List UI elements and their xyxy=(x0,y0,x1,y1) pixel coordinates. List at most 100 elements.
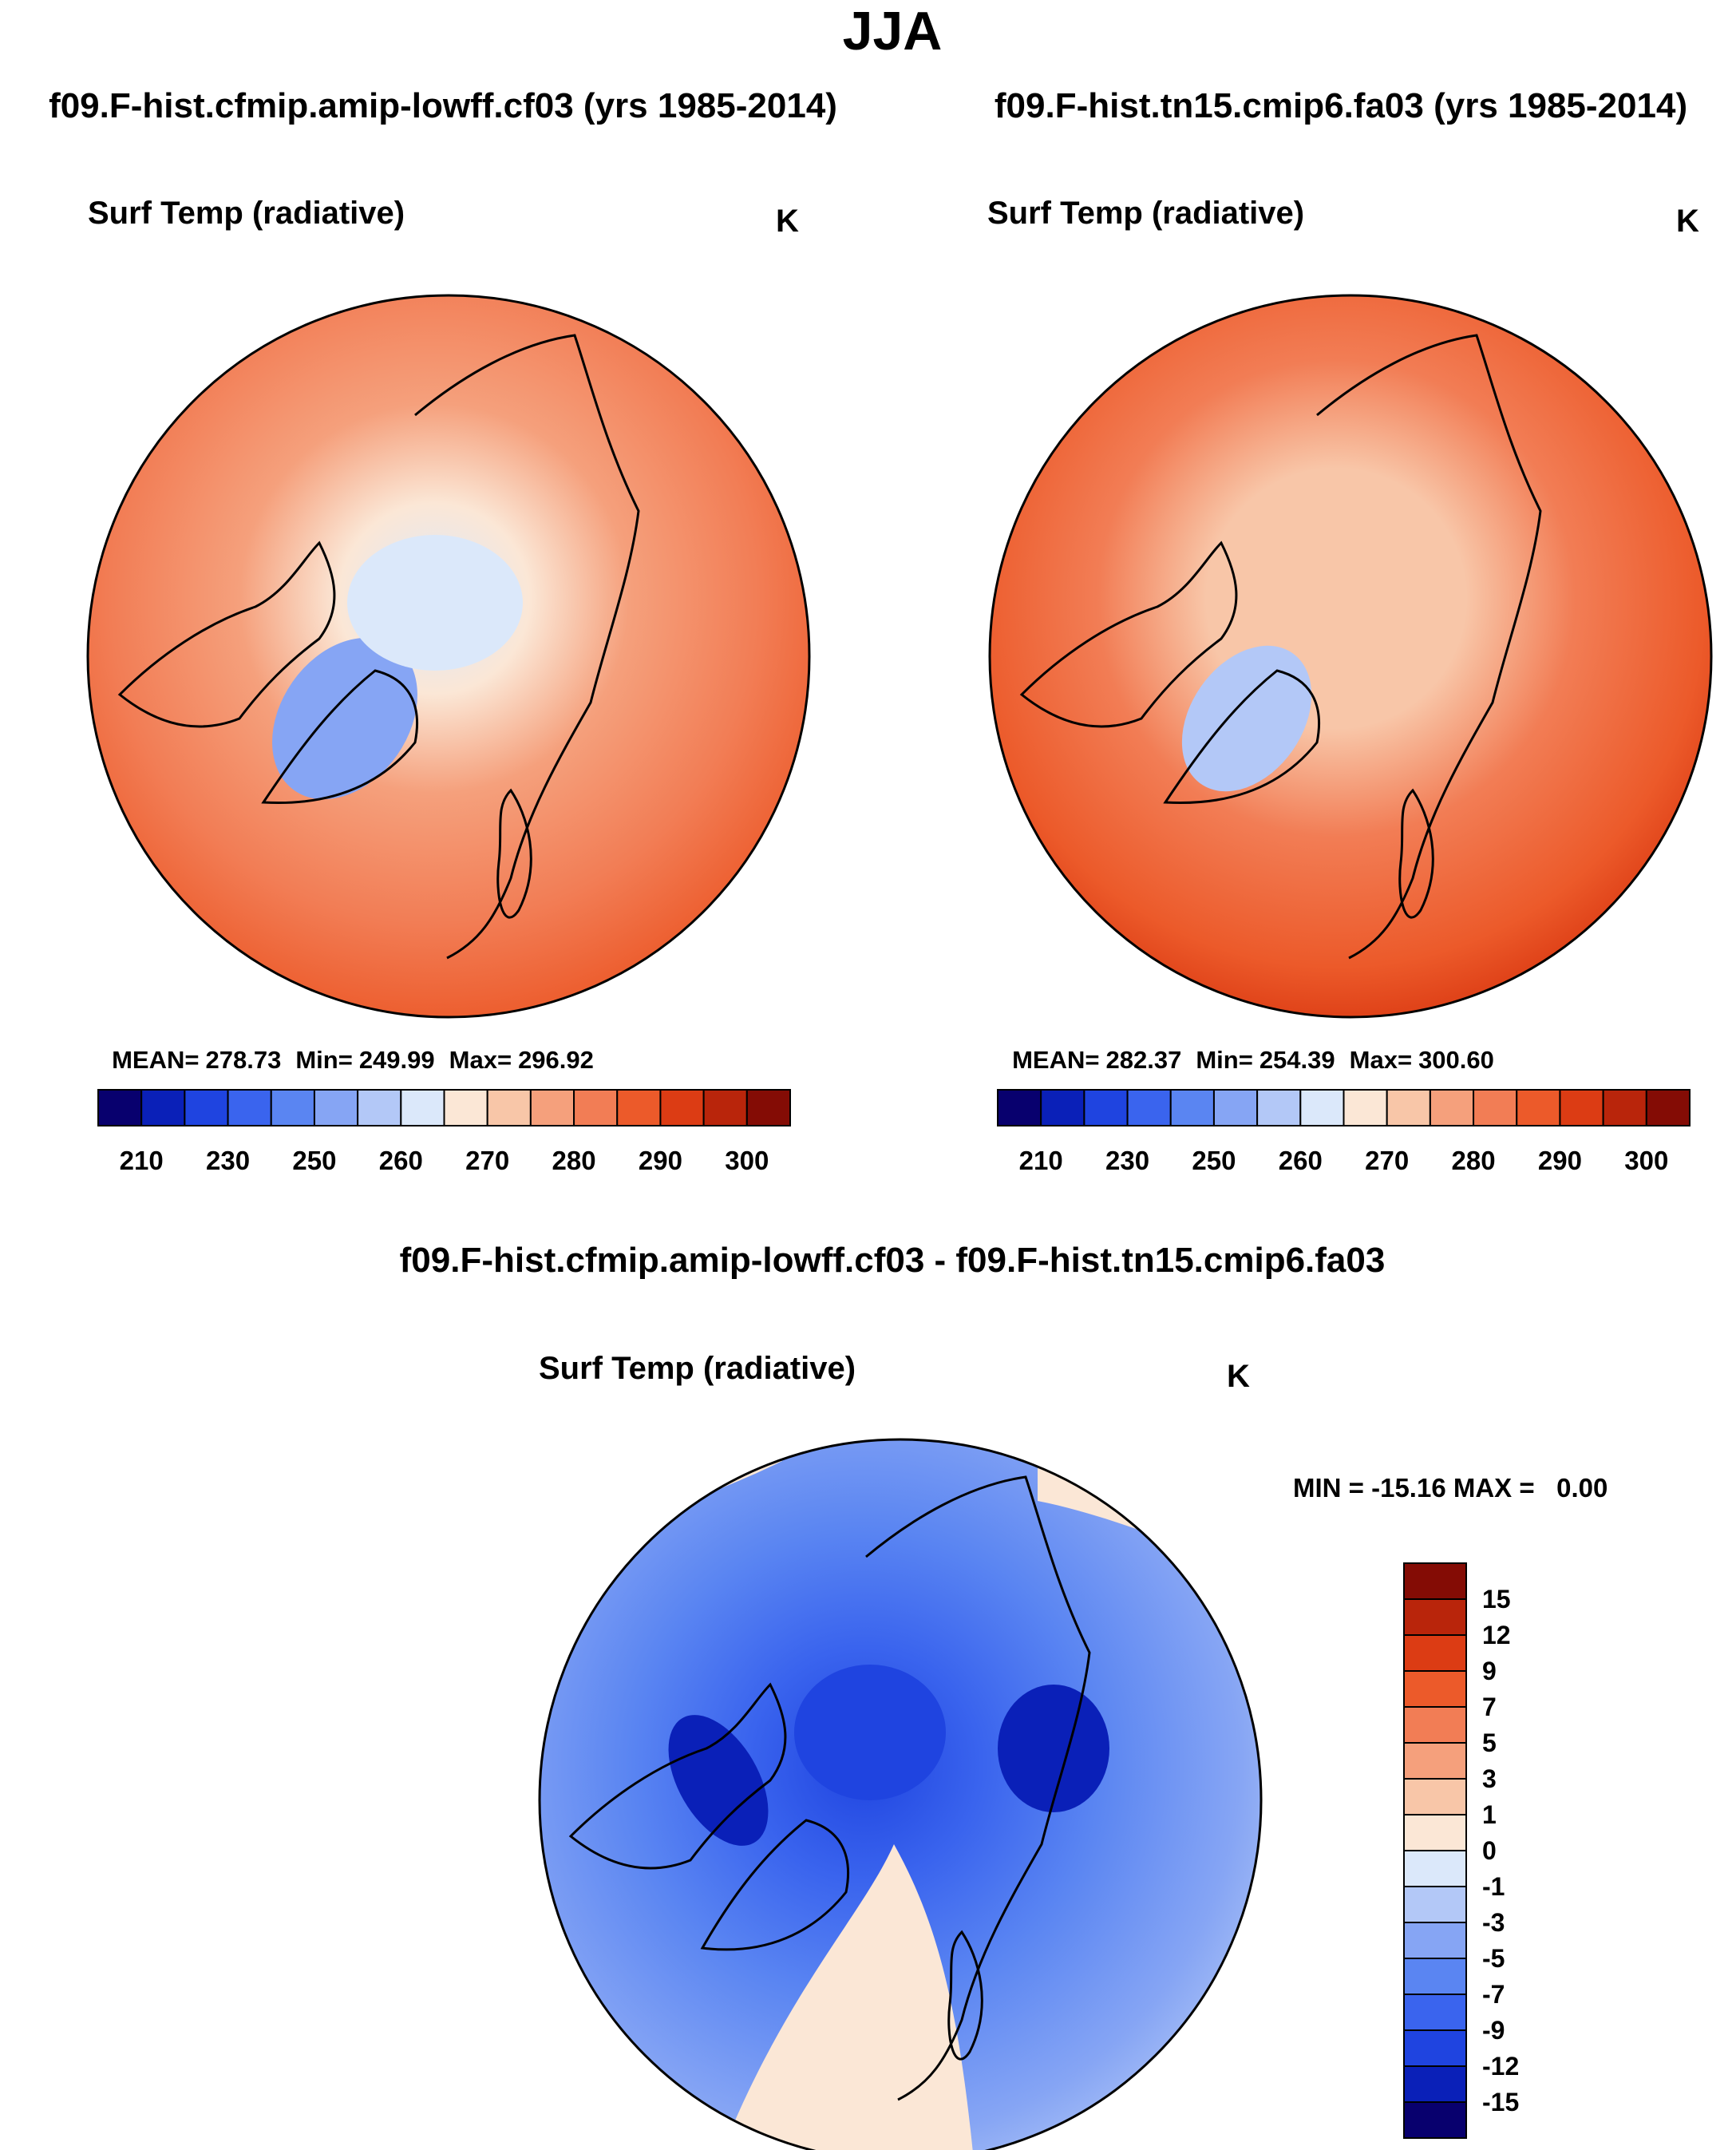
colorbar-tick-label: -5 xyxy=(1482,1944,1505,1973)
colorbar-box xyxy=(573,1089,619,1126)
colorbar-box xyxy=(1645,1089,1691,1126)
colorbar-box xyxy=(443,1089,488,1126)
colorbar-tick-label: 250 xyxy=(1192,1146,1236,1175)
panel-left-coastline-greenland xyxy=(261,669,419,805)
colorbar-box xyxy=(1602,1089,1647,1126)
panel-left-coastline-eurasia xyxy=(414,334,640,960)
colorbar-tick-label: 280 xyxy=(1452,1146,1496,1175)
colorbar-box xyxy=(486,1089,532,1126)
panel-diff: Surf Temp (radiative) K MIN = -15.16 MAX… xyxy=(538,1351,1607,2150)
colorbar-tick-label: 230 xyxy=(206,1146,250,1175)
panel-diff-strong-cooling-arctic xyxy=(794,1665,946,1800)
colorbar-tick-label: 5 xyxy=(1482,1728,1497,1757)
colorbar-box xyxy=(529,1089,575,1126)
colorbar-tick-label: 230 xyxy=(1105,1146,1149,1175)
colorbar-tick-label: 290 xyxy=(639,1146,682,1175)
panel-diff-strong-cooling-siberia xyxy=(998,1685,1109,1812)
panel-right-field xyxy=(990,295,1711,1017)
colorbar-box xyxy=(1403,2029,1467,2067)
colorbar-box xyxy=(1403,2065,1467,2103)
panel-left-greenland-ice xyxy=(272,637,417,800)
colorbar-tick-label: 300 xyxy=(725,1146,769,1175)
panel-left-coastline-scandinavia xyxy=(496,788,532,919)
panel-left-colorbar: 210 230 250 260 270 280 290 300 xyxy=(97,1089,791,1175)
figure-title: JJA xyxy=(843,1,943,61)
colorbar-box xyxy=(313,1089,359,1126)
colorbar-box xyxy=(1403,1670,1467,1708)
colorbar-box xyxy=(1343,1089,1388,1126)
colorbar-tick-label: 290 xyxy=(1538,1146,1582,1175)
panel-right-coastline-canada xyxy=(1019,540,1238,728)
diff-panel-header: f09.F-hist.cfmip.amip-lowff.cf03 - f09.F… xyxy=(400,1241,1386,1280)
colorbar-box xyxy=(357,1089,402,1126)
colorbar-tick-label: 300 xyxy=(1624,1146,1668,1175)
panel-right-stats: MEAN= 282.37 Min= 254.39 Max= 300.60 xyxy=(1012,1046,1494,1074)
panel-left-units: K xyxy=(776,204,799,239)
colorbar-box xyxy=(1403,1598,1467,1636)
colorbar-tick-label: -3 xyxy=(1482,1908,1505,1937)
colorbar-box xyxy=(1403,1562,1467,1600)
panel-right: Surf Temp (radiative) K MEAN= 282.37 Min= 2… xyxy=(987,196,1713,1175)
panel-left-title: Surf Temp (radiative) xyxy=(88,196,405,231)
colorbar-box xyxy=(1083,1089,1129,1126)
left-panel-header: f09.F-hist.cfmip.amip-lowff.cf03 (yrs 19… xyxy=(49,86,837,125)
colorbar-box xyxy=(659,1089,705,1126)
colorbar-box xyxy=(1429,1089,1475,1126)
colorbar-box xyxy=(1403,1922,1467,1959)
panel-diff-coastline-scandinavia xyxy=(947,1930,983,2061)
colorbar-tick-label: 0 xyxy=(1482,1836,1497,1865)
colorbar-tick-label: 210 xyxy=(1019,1146,1063,1175)
colorbar-box xyxy=(1403,1958,1467,1995)
panel-diff-coastline-greenland xyxy=(700,1819,850,1951)
colorbar-tick-label: 9 xyxy=(1482,1657,1497,1685)
colorbar-box xyxy=(702,1089,748,1126)
colorbar-box xyxy=(1040,1089,1085,1126)
colorbar-box xyxy=(1403,1886,1467,1923)
panel-diff-strong-cooling-canada xyxy=(668,1715,769,1846)
colorbar-box xyxy=(616,1089,662,1126)
colorbar-tick-label: 15 xyxy=(1482,1585,1511,1613)
colorbar-box xyxy=(1403,1850,1467,1887)
panel-right-coastline-eurasia xyxy=(1316,334,1542,960)
colorbar-box xyxy=(184,1089,229,1126)
colorbar-box xyxy=(1299,1089,1345,1126)
colorbar-tick-label: 3 xyxy=(1482,1764,1497,1793)
colorbar-box xyxy=(1386,1089,1431,1126)
panel-left-coastline-canada xyxy=(117,540,336,728)
colorbar-tick-label: 210 xyxy=(120,1146,164,1175)
panel-left-arctic-ice xyxy=(347,535,523,671)
panel-left-stats: MEAN= 278.73 Min= 249.99 Max= 296.92 xyxy=(112,1046,594,1074)
colorbar-tick-label: 260 xyxy=(379,1146,423,1175)
colorbar-tick-label: 260 xyxy=(1279,1146,1323,1175)
colorbar-box xyxy=(1169,1089,1215,1126)
panel-left: Surf Temp (radiative) K MEAN= 278.73 Min= 2… xyxy=(86,196,811,1175)
colorbar-box xyxy=(1403,1634,1467,1672)
colorbar-box xyxy=(1403,2101,1467,2139)
panel-diff-units: K xyxy=(1227,1359,1250,1394)
panel-diff-positive-region-atlantic xyxy=(718,1844,974,2150)
panel-right-units: K xyxy=(1676,204,1699,239)
colorbar-box xyxy=(97,1089,143,1126)
colorbar-tick-label: 280 xyxy=(552,1146,596,1175)
colorbar-box xyxy=(227,1089,272,1126)
colorbar-box xyxy=(1256,1089,1302,1126)
colorbar-tick-label: 270 xyxy=(1365,1146,1409,1175)
panel-right-colorbar: 210 230 250 260 270 280 290 300 xyxy=(997,1089,1691,1175)
panel-left-map-border xyxy=(86,294,811,1019)
panel-right-coastline-greenland xyxy=(1163,669,1321,805)
colorbar-box xyxy=(1403,1778,1467,1815)
colorbar-tick-label: 7 xyxy=(1482,1693,1497,1721)
colorbar-tick-label: 1 xyxy=(1482,1800,1497,1829)
colorbar-box xyxy=(745,1089,791,1126)
right-panel-header: f09.F-hist.tn15.cmip6.fa03 (yrs 1985-201… xyxy=(995,86,1687,125)
colorbar-box xyxy=(1403,1742,1467,1780)
panel-right-map-border xyxy=(988,294,1713,1019)
panel-diff-stats: MIN = -15.16 MAX = 0.00 xyxy=(1293,1473,1607,1503)
panel-diff-title: Surf Temp (radiative) xyxy=(539,1351,856,1386)
colorbar-tick-label: -12 xyxy=(1482,2052,1519,2081)
colorbar-box xyxy=(1403,1814,1467,1851)
colorbar-tick-label: -1 xyxy=(1482,1872,1505,1901)
colorbar-tick-label: -7 xyxy=(1482,1980,1505,2009)
panel-diff-map-border xyxy=(538,1438,1263,2150)
panel-right-coastline-scandinavia xyxy=(1398,788,1434,919)
